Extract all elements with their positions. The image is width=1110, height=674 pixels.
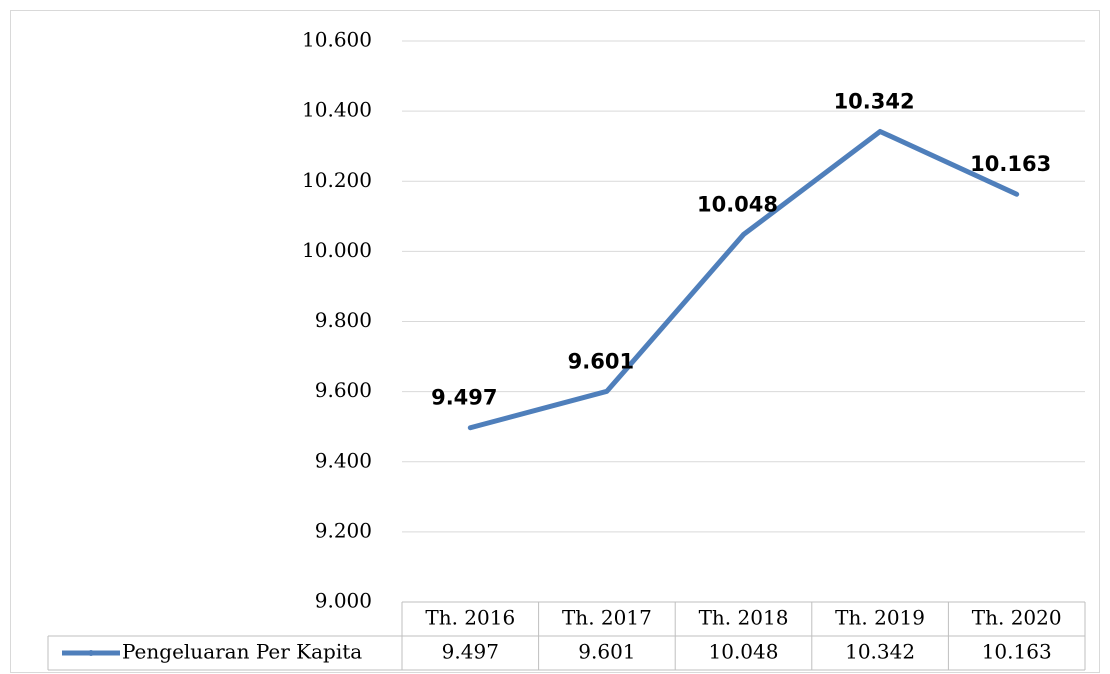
data-label: 10.163 bbox=[970, 152, 1051, 176]
data-label: 9.601 bbox=[568, 349, 634, 373]
y-tick-label: 9.200 bbox=[315, 518, 372, 542]
table-value: 10.342 bbox=[845, 640, 915, 664]
x-tick-label: Th. 2018 bbox=[699, 606, 789, 630]
legend-label: Pengeluaran Per Kapita bbox=[122, 640, 362, 664]
y-tick-label: 10.000 bbox=[302, 238, 372, 262]
y-tick-label: 10.600 bbox=[302, 28, 372, 52]
data-label: 10.342 bbox=[834, 89, 915, 113]
table-value: 9.601 bbox=[578, 640, 635, 664]
chart-frame bbox=[10, 10, 1100, 673]
table-value: 10.048 bbox=[709, 640, 779, 664]
x-tick-label: Th. 2017 bbox=[562, 606, 652, 630]
y-tick-label: 9.600 bbox=[315, 378, 372, 402]
y-tick-label: 10.400 bbox=[302, 98, 372, 122]
data-label: 9.497 bbox=[431, 386, 497, 410]
data-label: 10.048 bbox=[697, 193, 778, 217]
table-value: 10.163 bbox=[982, 640, 1052, 664]
legend-marker bbox=[88, 650, 94, 656]
table-value: 9.497 bbox=[442, 640, 499, 664]
x-tick-label: Th. 2016 bbox=[425, 606, 515, 630]
x-tick-label: Th. 2020 bbox=[972, 606, 1062, 630]
data-line bbox=[467, 128, 1020, 431]
x-tick-label: Th. 2019 bbox=[835, 606, 925, 630]
y-tick-label: 9.000 bbox=[315, 589, 372, 613]
y-tick-label: 9.800 bbox=[315, 308, 372, 332]
y-tick-label: 10.200 bbox=[302, 168, 372, 192]
y-tick-label: 9.400 bbox=[315, 448, 372, 472]
